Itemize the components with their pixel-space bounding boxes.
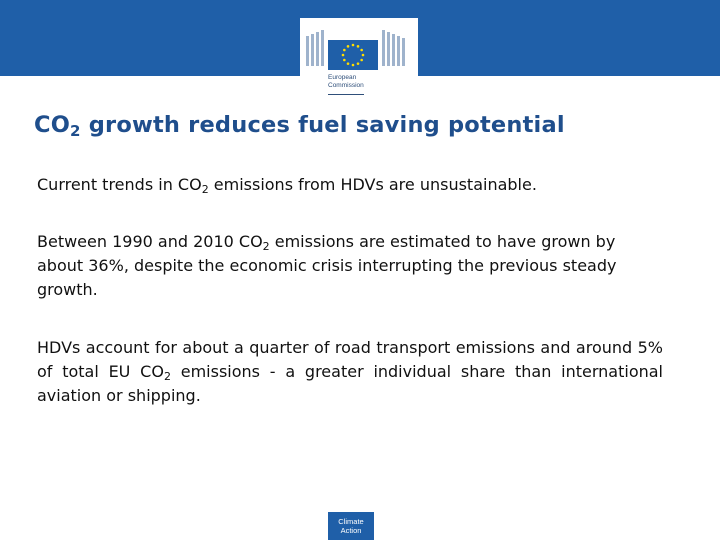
p1-text-a: Current trends in CO bbox=[37, 175, 202, 194]
logo-underline bbox=[328, 94, 364, 95]
eu-star-icon bbox=[360, 48, 363, 52]
logo-wordmark: European Commission bbox=[328, 74, 408, 90]
slide-title: CO2 growth reduces fuel saving potential bbox=[34, 112, 694, 140]
p1-subscript: 2 bbox=[201, 183, 209, 196]
title-prefix: CO bbox=[34, 112, 71, 138]
eu-star-icon bbox=[351, 63, 355, 67]
p1-text-b: emissions from HDVs are unsustainable. bbox=[208, 175, 537, 194]
footer-line-1: Climate bbox=[338, 517, 364, 526]
european-commission-logo: European Commission bbox=[300, 18, 418, 102]
p3-text-b: emissions - a greater individual share t… bbox=[37, 362, 663, 405]
eu-star-icon bbox=[346, 45, 350, 48]
p2-subscript: 2 bbox=[262, 240, 270, 253]
title-subscript: 2 bbox=[70, 122, 81, 140]
eu-star-icon bbox=[361, 53, 365, 57]
p2-text-a: Between 1990 and 2010 CO bbox=[37, 232, 263, 251]
p2-text-b: emissions are estimated to have grown by… bbox=[37, 232, 617, 299]
eu-star-icon bbox=[356, 45, 360, 48]
paragraph-2: Between 1990 and 2010 CO2 emissions are … bbox=[37, 230, 663, 302]
commission-building-icon bbox=[306, 30, 405, 70]
climate-action-badge: Climate Action bbox=[328, 512, 374, 540]
eu-star-icon bbox=[346, 62, 350, 65]
eu-star-icon bbox=[341, 53, 345, 57]
paragraph-3: HDVs account for about a quarter of road… bbox=[37, 336, 663, 408]
eu-star-icon bbox=[343, 48, 346, 52]
p3-text-a: HDVs account for about a quarter of road… bbox=[37, 338, 663, 381]
title-rest: growth reduces fuel saving potential bbox=[80, 112, 565, 138]
logo-line-2: Commission bbox=[328, 82, 364, 89]
p3-subscript: 2 bbox=[163, 370, 171, 383]
paragraph-1: Current trends in CO2 emissions from HDV… bbox=[37, 173, 663, 197]
eu-star-icon bbox=[360, 58, 363, 62]
logo-line-1: European bbox=[328, 74, 357, 81]
eu-star-icon bbox=[351, 43, 355, 47]
footer-line-2: Action bbox=[340, 526, 362, 535]
eu-star-icon bbox=[356, 62, 360, 65]
eu-star-icon bbox=[343, 58, 346, 62]
